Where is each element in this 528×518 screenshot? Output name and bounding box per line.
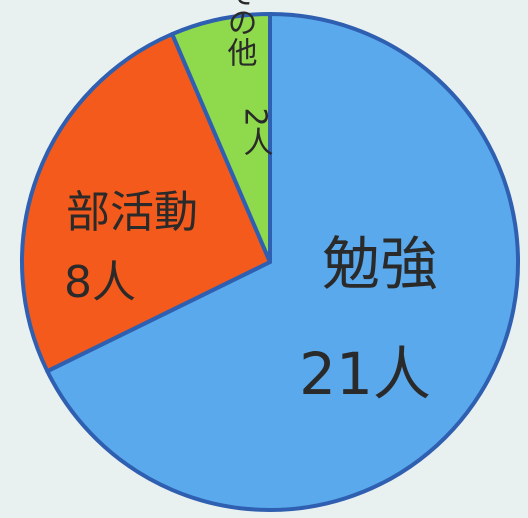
slice-label: その他 xyxy=(222,0,258,67)
value-label: 21人 xyxy=(299,340,431,408)
slice-label: 勉強 xyxy=(322,230,438,298)
value-label: 2人 xyxy=(238,107,273,156)
pie-slice xyxy=(170,12,272,264)
value-label: 8人 xyxy=(64,257,136,308)
pie-slice xyxy=(45,12,520,512)
slice-label: 部活動 xyxy=(66,187,198,238)
